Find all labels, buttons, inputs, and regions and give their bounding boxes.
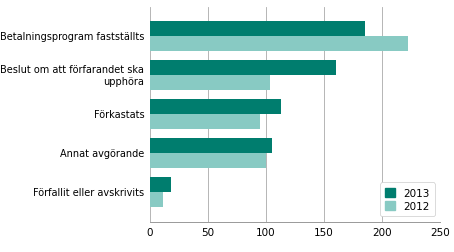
Bar xyxy=(150,193,163,207)
Bar xyxy=(150,178,171,193)
Bar xyxy=(150,37,408,52)
Bar xyxy=(150,100,281,115)
Legend: 2013, 2012: 2013, 2012 xyxy=(380,183,435,216)
Bar xyxy=(150,61,336,76)
Bar xyxy=(150,139,272,154)
Bar xyxy=(150,76,270,90)
Bar xyxy=(150,22,365,37)
Bar xyxy=(150,154,266,168)
Bar xyxy=(150,115,260,130)
